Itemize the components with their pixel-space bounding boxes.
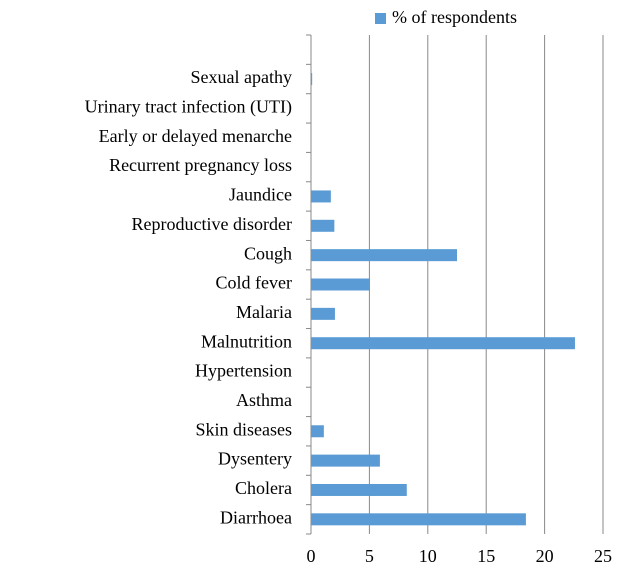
bar xyxy=(311,454,380,467)
y-tick-label: Diarrhoea xyxy=(220,507,292,527)
bar xyxy=(311,425,324,438)
y-tick-label: Cold fever xyxy=(216,273,292,293)
bar xyxy=(311,73,313,86)
y-tick-label: Cholera xyxy=(235,478,292,498)
x-tick-label: 10 xyxy=(419,546,437,566)
x-tick-label: 20 xyxy=(536,546,554,566)
bar xyxy=(311,278,370,291)
x-tick-label: 5 xyxy=(365,546,374,566)
x-tick-label: 0 xyxy=(307,546,316,566)
legend-label: % of respondents xyxy=(392,7,517,27)
y-tick-label: Malaria xyxy=(236,302,292,322)
x-tick-label: 25 xyxy=(594,546,612,566)
legend-swatch xyxy=(375,13,386,24)
bar xyxy=(311,219,335,232)
bar xyxy=(311,249,457,262)
y-tick-label: Sexual apathy xyxy=(191,67,292,87)
y-tick-label: Reproductive disorder xyxy=(132,214,292,234)
y-tick-label: Malnutrition xyxy=(201,331,292,351)
y-tick-label: Early or delayed menarche xyxy=(99,126,292,146)
y-tick-label: Asthma xyxy=(236,390,292,410)
y-tick-label: Cough xyxy=(244,243,292,263)
y-tick-label: Jaundice xyxy=(229,185,292,205)
y-tick-label: Skin diseases xyxy=(196,419,293,439)
x-tick-label: 15 xyxy=(477,546,495,566)
y-tick-label: Dysentery xyxy=(218,449,292,469)
bar xyxy=(311,483,407,496)
bar xyxy=(311,190,331,203)
bar xyxy=(311,307,335,320)
y-tick-label: Recurrent pregnancy loss xyxy=(109,155,292,175)
y-tick-label: Urinary tract infection (UTI) xyxy=(85,97,292,118)
bar xyxy=(311,513,526,526)
y-tick-label: Hypertension xyxy=(195,361,292,381)
bar xyxy=(311,337,575,350)
